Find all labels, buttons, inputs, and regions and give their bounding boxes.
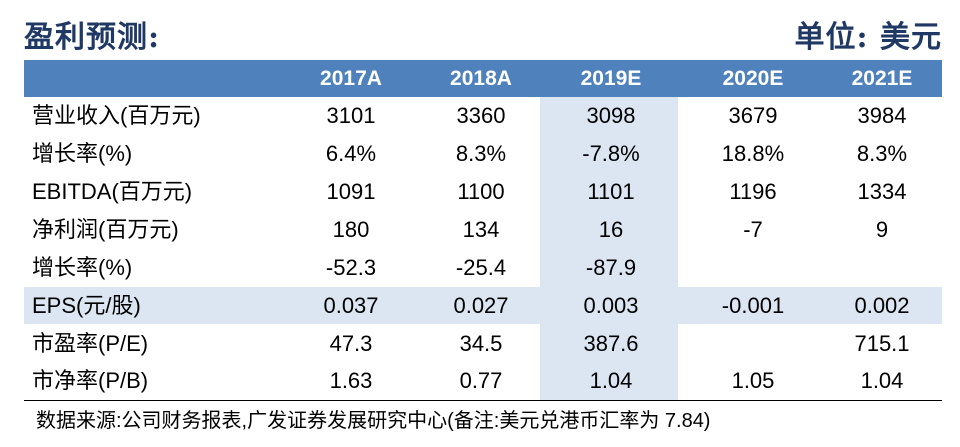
table-cell: 180 <box>332 217 370 242</box>
table-cell <box>822 249 942 287</box>
table-cell: 3679 <box>728 103 778 128</box>
table-cell: 1196 <box>729 179 777 204</box>
table-cell: 1.63 <box>329 368 373 393</box>
table-cell: 715.1 <box>854 331 910 356</box>
table-row: EPS(元/股) 0.037 0.027 0.003 -0.001 0.002 <box>24 287 942 325</box>
table-cell <box>688 249 818 287</box>
highlight-column-2019e <box>540 60 678 400</box>
table-cell: -25.4 <box>455 255 507 280</box>
table-cell: 3098 <box>586 103 636 128</box>
table-cell: 9 <box>875 217 889 242</box>
column-header: 2018A <box>450 67 512 90</box>
row-label: 市盈率(P/E) <box>32 331 149 356</box>
table-cell: 34.5 <box>459 331 503 356</box>
column-header: 2021E <box>851 67 913 90</box>
top-bar: 盈利预测: 单位: 美元 <box>24 10 942 55</box>
source-note: 数据来源:公司财务报表,广发证券发展研究中心(备注:美元兑港币汇率为 7.84) <box>36 410 711 432</box>
column-header: 2019E <box>580 67 642 90</box>
table-cell: 1.04 <box>860 368 904 393</box>
table-cell: -87.9 <box>585 255 637 280</box>
table-cell: 0.77 <box>459 368 503 393</box>
table-cell: 8.3% <box>856 141 908 166</box>
table-cell: 1.05 <box>731 368 775 393</box>
table-cell: 1.04 <box>589 368 633 393</box>
table-row: 增长率(%) 6.4% 8.3% -7.8% 18.8% 8.3% <box>24 135 942 173</box>
row-label: 增长率(%) <box>32 141 133 166</box>
table-cell: 1101 <box>587 179 635 204</box>
table-cell: 1091 <box>326 179 376 204</box>
table-cell: -52.3 <box>325 255 377 280</box>
page-title: 盈利预测: <box>24 20 161 55</box>
table-cell: 8.3% <box>455 141 507 166</box>
row-label: EBITDA(百万元) <box>32 179 193 204</box>
row-label: 市净率(P/B) <box>32 368 149 393</box>
table-bottom-divider <box>24 400 942 401</box>
table-cell: 0.002 <box>854 293 910 318</box>
table-cell: 18.8% <box>721 141 785 166</box>
table-cell: -7 <box>743 217 763 242</box>
forecast-table: 2017A 2018A 2019E 2020E 2021E 营业收入(百万元) … <box>24 60 942 401</box>
row-label: 净利润(百万元) <box>32 217 179 242</box>
column-header: 2017A <box>320 67 382 90</box>
unit-label: 单位: 美元 <box>794 20 942 55</box>
table-row: 净利润(百万元) 180 134 16 -7 9 <box>24 211 942 249</box>
table-row: 增长率(%) -52.3 -25.4 -87.9 <box>24 249 942 287</box>
table-cell: 0.037 <box>323 293 379 318</box>
table-row: EBITDA(百万元) 1091 1100 1101 1196 1334 <box>24 173 942 211</box>
table-row: 营业收入(百万元) 3101 3360 3098 3679 3984 <box>24 97 942 135</box>
table-cell: 1100 <box>457 179 505 204</box>
highlight-row-eps <box>24 287 942 324</box>
table-cell: 134 <box>462 217 500 242</box>
table-cell <box>688 325 818 363</box>
table-cell: 0.003 <box>583 293 639 318</box>
row-label: 营业收入(百万元) <box>32 103 201 128</box>
table-cell: 0.027 <box>453 293 509 318</box>
row-label: 增长率(%) <box>32 255 133 280</box>
table-row: 市盈率(P/E) 47.3 34.5 387.6 715.1 <box>24 325 942 363</box>
table-cell: 16 <box>598 217 624 242</box>
table-row: 市净率(P/B) 1.63 0.77 1.04 1.05 1.04 <box>24 362 942 400</box>
table-cell: 3360 <box>456 103 506 128</box>
table-cell: -0.001 <box>721 293 785 318</box>
table-cell: 3101 <box>326 103 376 128</box>
table-cell: -7.8% <box>582 141 640 166</box>
table-cell: 387.6 <box>583 331 639 356</box>
row-label: EPS(元/股) <box>32 293 141 318</box>
table-header: 2017A 2018A 2019E 2020E 2021E <box>24 60 942 97</box>
table-cell: 3984 <box>857 103 907 128</box>
table-cell: 6.4% <box>325 141 377 166</box>
table-cell: 1334 <box>857 179 907 204</box>
table-cell: 47.3 <box>329 331 373 356</box>
column-header: 2020E <box>722 67 784 90</box>
